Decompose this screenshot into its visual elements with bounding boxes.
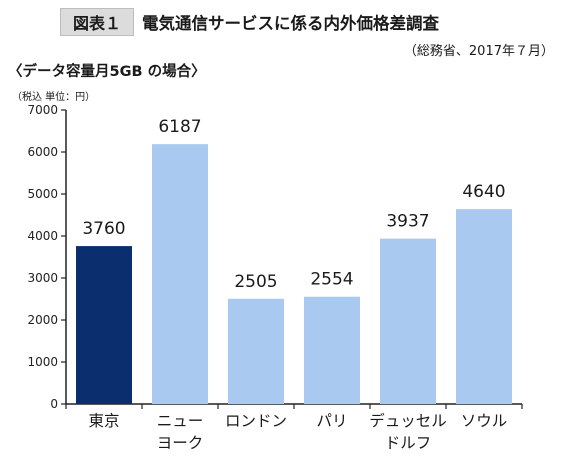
bar-4 [304, 296, 360, 404]
category-label-6: ソウル [461, 412, 508, 430]
category-label-5: デュッセルドルフ [369, 411, 447, 452]
y-tick-label: 1000 [27, 355, 58, 369]
category-label-2: ニューヨーク [157, 412, 204, 452]
y-tick-label: 4000 [27, 229, 58, 243]
category-label-1: 東京 [88, 412, 119, 430]
bar-1 [76, 246, 132, 404]
unit-label: （税込 単位：円） [12, 92, 96, 103]
data-label-2: 6187 [158, 117, 201, 137]
y-tick-label: 6000 [27, 145, 58, 159]
y-tick-label: 5000 [27, 187, 58, 201]
bar-3 [228, 298, 284, 404]
data-label-3: 2505 [234, 272, 277, 292]
data-label-4: 2554 [310, 270, 353, 290]
figure-title: 電気通信サービスに係る内外価格差調査 [142, 14, 439, 33]
data-label-5: 3937 [386, 212, 429, 232]
category-label-4: パリ [316, 412, 347, 430]
chart-subtitle: 〈データ容量月5GB の場合〉 [8, 64, 206, 80]
y-tick-label: 3000 [27, 271, 58, 285]
data-label-1: 3760 [82, 219, 125, 239]
chart-bars [76, 144, 512, 404]
y-tick-label: 0 [50, 397, 58, 411]
figure-label: 図表１ [60, 8, 134, 36]
chart-labels: 3760 東京 6187 ニューヨーク 2505 ロンドン 2554 パリ 3937 デュッセルド… [82, 117, 507, 452]
figure-source: （総務省、2017年７月） [403, 44, 554, 59]
chart-axes: 0 1000 2000 3000 4000 5000 6000 7000 [27, 103, 523, 411]
bar-5 [380, 238, 436, 404]
category-label-3: ロンドン [225, 412, 287, 430]
y-tick-label: 7000 [27, 103, 58, 117]
bar-2 [152, 144, 208, 404]
data-label-6: 4640 [462, 182, 505, 202]
bar-6 [456, 209, 512, 404]
y-tick-label: 2000 [27, 313, 58, 327]
